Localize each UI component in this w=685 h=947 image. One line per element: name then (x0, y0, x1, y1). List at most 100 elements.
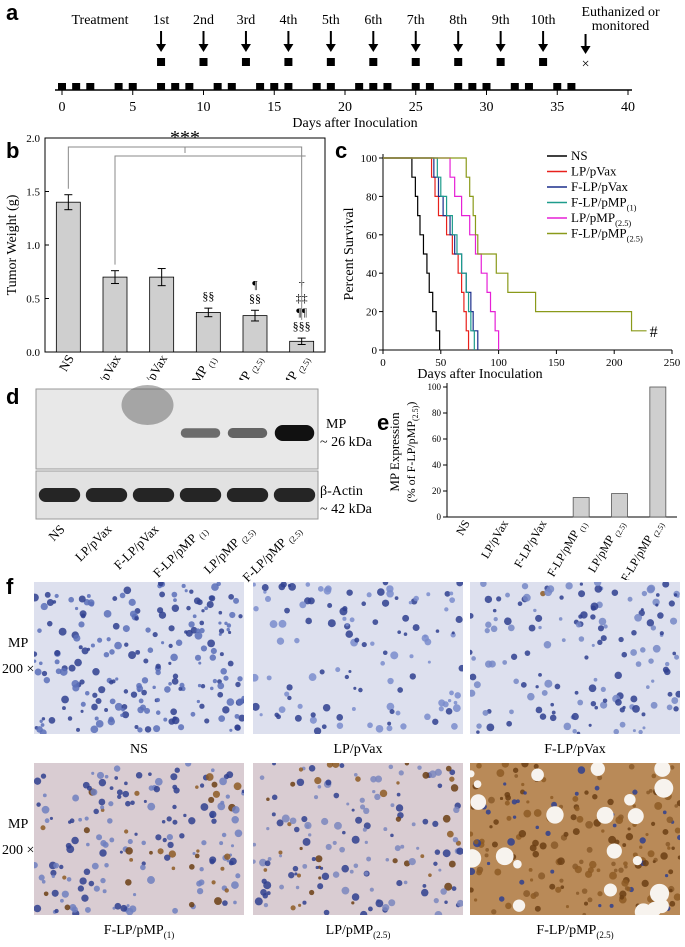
ihc-cell (60, 898, 64, 903)
ihc-cell (451, 886, 457, 891)
ihc-cell (207, 639, 216, 648)
ihc-cell (364, 871, 369, 876)
ihc-cell (200, 645, 208, 652)
ihc-cell (382, 650, 388, 656)
ihc-cell (627, 827, 631, 831)
ihc-background (470, 763, 680, 915)
ihc-cell (149, 850, 153, 855)
ihc-cell (91, 862, 99, 870)
ihc-cell (171, 866, 176, 871)
ihc-cell (597, 639, 603, 646)
ihc-cell (234, 829, 243, 838)
ihc-cell (294, 637, 300, 644)
ihc-cell (660, 852, 668, 860)
ihc-cell (267, 857, 272, 861)
ihc-cell (367, 906, 373, 912)
ihc-cell (400, 723, 407, 730)
ihc-cell (77, 885, 84, 892)
ihc-cell (601, 829, 605, 833)
ihc-cell (114, 702, 123, 711)
ihc-cell (117, 794, 122, 799)
ihc-cell (626, 886, 632, 892)
ihc-cell (198, 661, 202, 665)
ihc-cell (209, 810, 217, 819)
ihc-cell (408, 857, 416, 866)
ihc-cell (95, 698, 102, 705)
ihc-cell (218, 610, 223, 615)
ihc-cell (590, 602, 599, 611)
ihc-cell (403, 880, 408, 885)
ihc-cell (206, 601, 214, 609)
ihc-cell (594, 585, 603, 593)
b-y-tick-label: 1.0 (26, 240, 40, 252)
ihc-cell (90, 788, 98, 796)
ihc-cell (517, 601, 523, 607)
ihc-cell (109, 698, 116, 705)
ihc-cell (91, 771, 95, 775)
ihc-cell (442, 849, 451, 858)
ihc-cell (577, 699, 584, 706)
ihc-cell (486, 861, 491, 866)
ihc-vacuole (654, 778, 674, 798)
ihc-cell (590, 614, 596, 620)
ihc-cell (259, 713, 263, 717)
ihc-cell (196, 888, 204, 895)
ihc-cell (209, 595, 216, 602)
measurement-marker (114, 83, 123, 90)
ihc-cell (528, 867, 533, 872)
ihc-cell (673, 593, 678, 597)
panel-letter-a: a (6, 0, 19, 25)
ihc-cell (526, 800, 530, 804)
ihc-cell (310, 712, 316, 718)
ihc-cell (170, 773, 178, 781)
ihc-cell (116, 789, 123, 796)
ihc-cell (332, 871, 340, 878)
ihc-cell (287, 695, 292, 701)
ihc-cell (124, 829, 129, 834)
ihc-cell (501, 763, 509, 768)
ihc-cell (307, 597, 315, 605)
b-significance-annotation: §§ (249, 291, 261, 305)
ihc-cell (377, 588, 385, 596)
ihc-cell (551, 801, 557, 808)
ihc-cell (346, 589, 353, 596)
dose-marker (539, 58, 548, 66)
measurement-marker (171, 83, 180, 90)
dose-label: 6th (364, 13, 382, 28)
ihc-cell (159, 591, 166, 598)
ihc-cell (532, 850, 540, 858)
ihc-cell (470, 613, 474, 619)
dose-arrow-head (325, 44, 336, 52)
ihc-cell (607, 798, 614, 806)
ihc-cell (319, 669, 325, 675)
ihc-cell (123, 689, 129, 694)
ihc-cell (592, 794, 598, 800)
ihc-cell (199, 783, 205, 788)
e-x-tick-label: LP/pVax (478, 518, 511, 561)
ihc-cell (179, 682, 185, 688)
ihc-cell (455, 615, 463, 624)
ihc-cell (263, 590, 267, 594)
ihc-cell (632, 729, 636, 733)
ihc-cell (488, 660, 496, 668)
dose-marker (369, 58, 378, 66)
ihc-cell (51, 874, 55, 878)
ihc-cell (109, 649, 115, 655)
ihc-cell (638, 729, 643, 734)
ihc-cell (611, 861, 616, 867)
ihc-cell (192, 614, 197, 619)
ihc-vacuole (531, 768, 544, 782)
ihc-cell (48, 717, 56, 724)
ihc-cell (578, 590, 586, 598)
ihc-cell (584, 901, 589, 906)
ihc-cell (434, 911, 443, 915)
ihc-cell (438, 706, 444, 712)
ihc-cell (103, 651, 110, 658)
ihc-cell (482, 709, 489, 716)
mp-expression-chart: 0 20 40 60 80 100 MP Expression (% of F-LP/pMP(… (387, 382, 677, 580)
ihc-cell (613, 868, 618, 873)
ihc-cell (381, 599, 390, 607)
ihc-cell (342, 830, 346, 835)
ihc-cell (36, 726, 43, 733)
ihc-cell (669, 617, 678, 625)
